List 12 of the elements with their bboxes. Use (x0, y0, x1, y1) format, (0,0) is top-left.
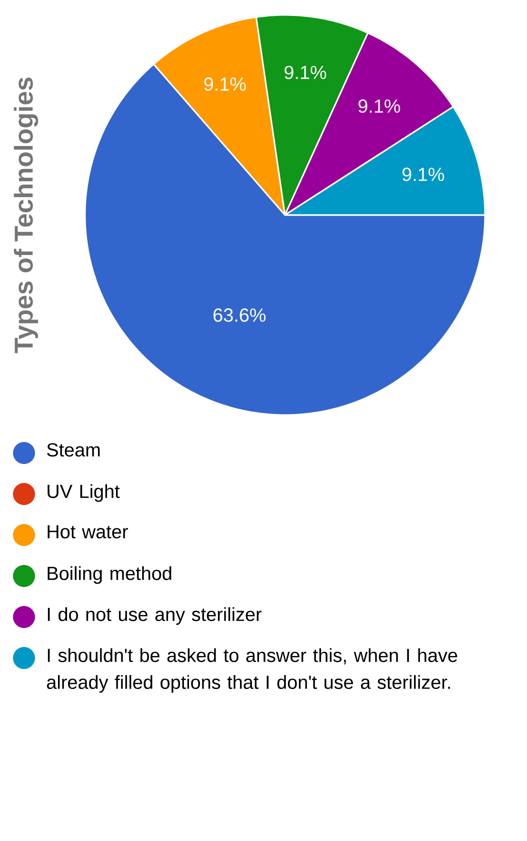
data-label: 63.6% (214, 308, 266, 322)
legend-label: Steam (47, 443, 100, 457)
data-label: 9.1% (402, 168, 444, 182)
data-label: 9.1% (284, 66, 326, 80)
legend-label: Boiling method (48, 566, 172, 584)
data-label: 9.1% (358, 99, 400, 113)
legend-label: I shouldn't be asked to answer this, when I have already filled options that I don't use a sterilizer. (46, 648, 458, 693)
legend-label: UV Light (48, 484, 120, 502)
legend-label: I do not use any sterilizer (48, 607, 262, 625)
legend-label: Hot water (48, 525, 128, 538)
data-label: 9.1% (204, 77, 246, 91)
text: Types of Technologies (14, 78, 38, 354)
